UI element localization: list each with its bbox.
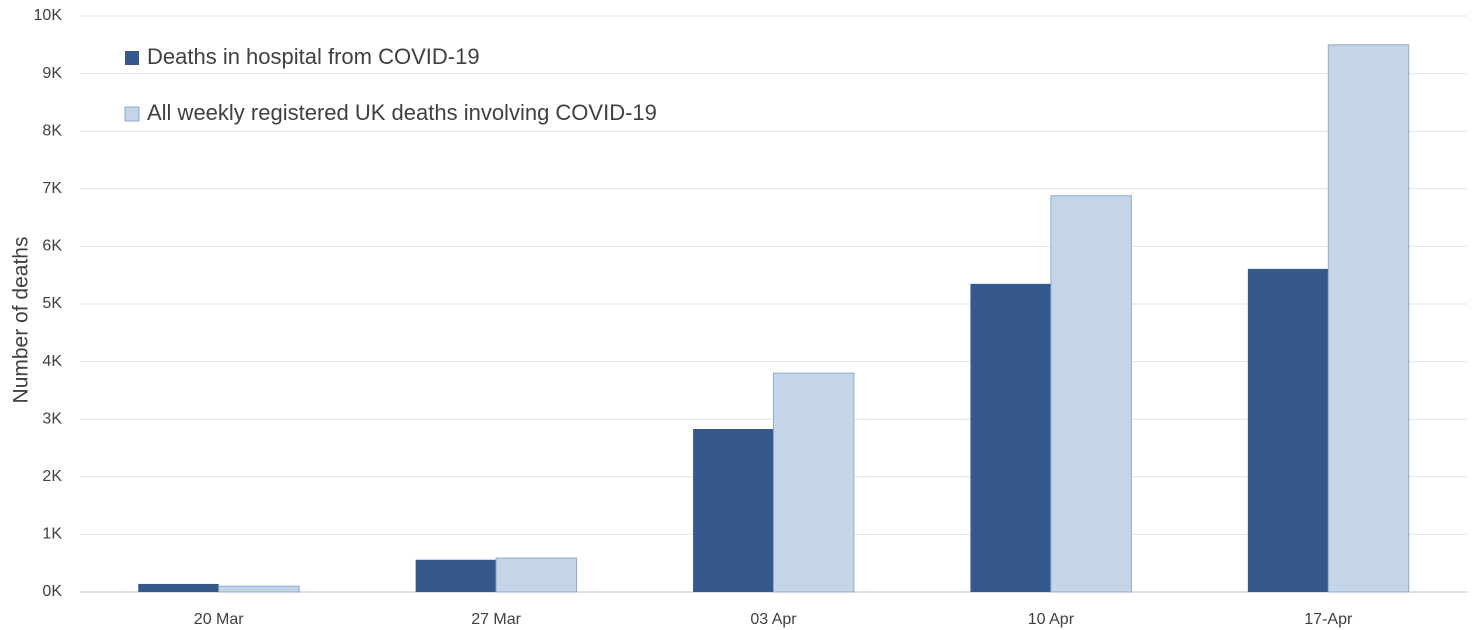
bar xyxy=(693,428,774,592)
bar xyxy=(773,372,855,593)
x-tick-label: 03 Apr xyxy=(750,611,797,628)
legend-label: Deaths in hospital from COVID-19 xyxy=(147,44,480,69)
bar xyxy=(970,283,1051,592)
bar xyxy=(495,557,578,593)
y-axis-label: Number of deaths xyxy=(10,237,33,404)
bar xyxy=(1327,44,1410,593)
y-tick-label: 10K xyxy=(34,7,63,24)
legend-label: All weekly registered UK deaths involvin… xyxy=(147,100,657,125)
y-tick-label: 9K xyxy=(42,65,62,82)
bar xyxy=(415,559,497,592)
legend-swatch xyxy=(124,106,140,122)
x-tick-label: 17-Apr xyxy=(1304,611,1353,628)
y-tick-label: 4K xyxy=(42,353,62,370)
bar xyxy=(1050,195,1132,593)
y-tick-label: 5K xyxy=(42,295,62,312)
y-tick-label: 6K xyxy=(42,238,62,255)
bar xyxy=(1247,268,1329,592)
y-tick-label: 7K xyxy=(42,180,62,197)
y-tick-label: 3K xyxy=(42,410,62,427)
legend-swatch xyxy=(125,51,139,65)
y-tick-label: 8K xyxy=(42,122,62,139)
x-tick-label: 20 Mar xyxy=(194,611,244,628)
y-tick-label: 2K xyxy=(42,468,62,485)
y-tick-label: 0K xyxy=(42,583,62,600)
bar xyxy=(218,585,300,593)
y-tick-label: 1K xyxy=(42,526,62,543)
bar xyxy=(138,583,219,592)
x-tick-label: 27 Mar xyxy=(471,611,521,628)
x-tick-label: 10 Apr xyxy=(1028,611,1075,628)
